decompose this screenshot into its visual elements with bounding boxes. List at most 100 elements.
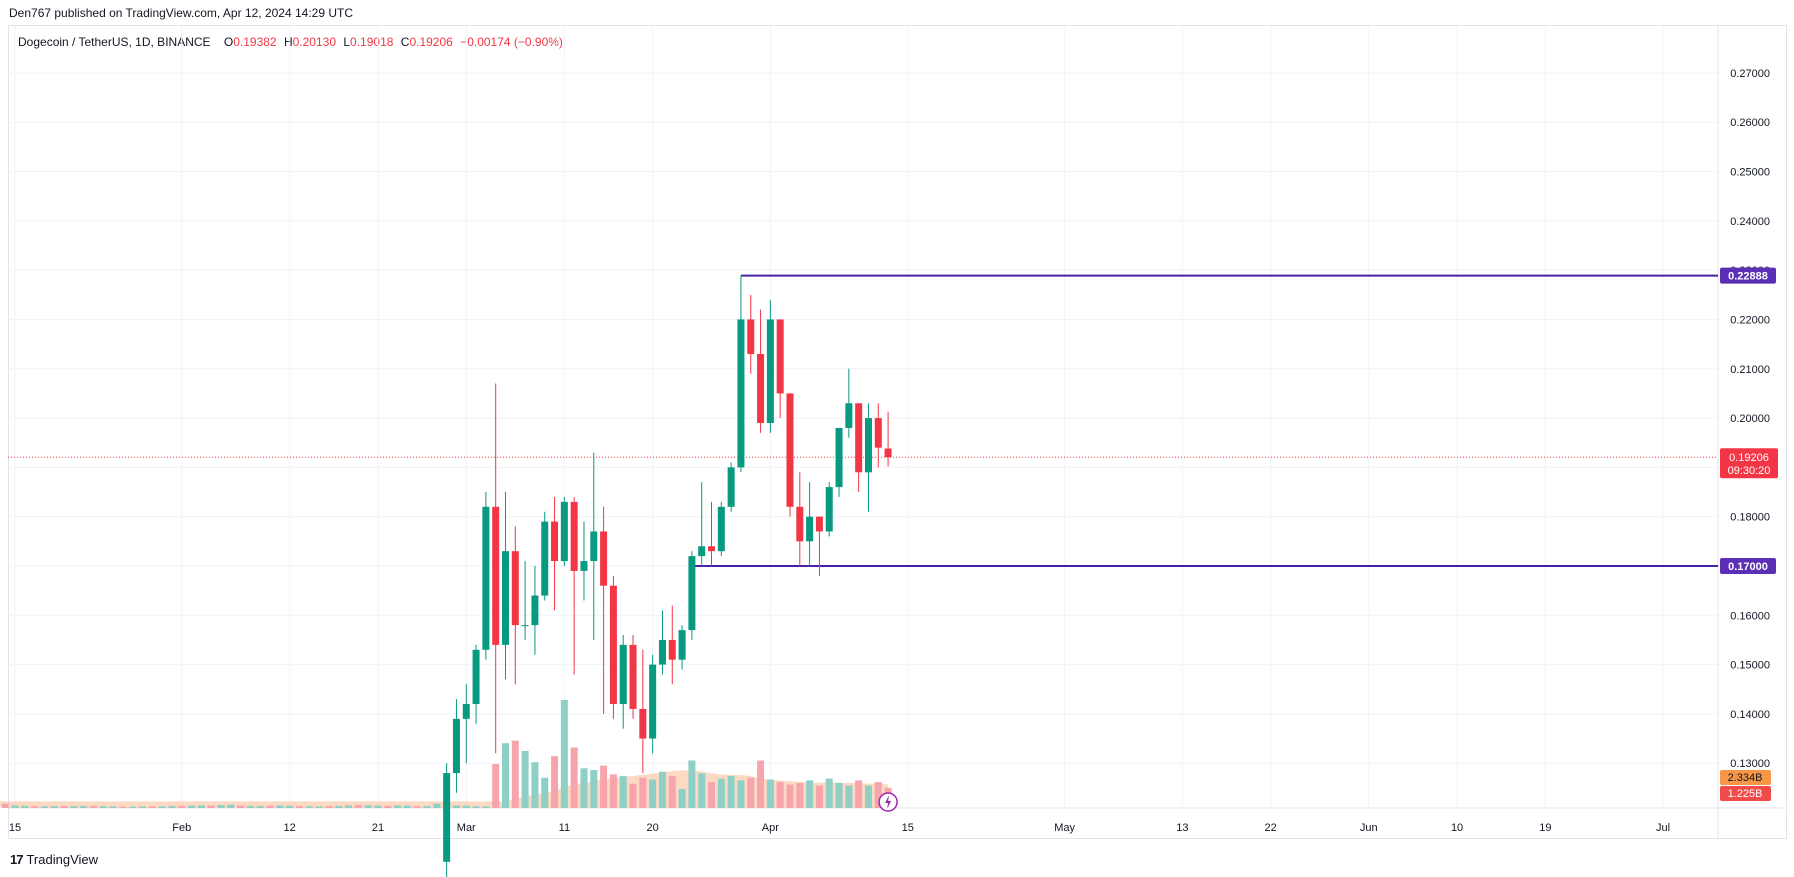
volume-bar <box>845 785 853 808</box>
volume-bar <box>286 805 294 808</box>
candle-body <box>472 649 480 705</box>
volume-bar <box>835 782 843 808</box>
y-tick-label: 0.27000 <box>1730 68 1770 80</box>
candle-body <box>874 418 882 448</box>
candle-body <box>443 773 451 862</box>
volume-bar <box>580 768 588 808</box>
volume-bar <box>825 778 833 808</box>
candle-body <box>541 521 549 596</box>
volume-bar <box>717 778 725 808</box>
volume-bar <box>158 806 166 808</box>
y-tick-label: 0.22000 <box>1730 314 1770 326</box>
x-tick-label: 19 <box>1539 822 1551 834</box>
candle-body <box>600 531 608 586</box>
candle-body <box>884 448 892 458</box>
x-tick-label: May <box>1054 822 1075 834</box>
volume-bar <box>433 803 441 808</box>
candle-body <box>845 403 853 428</box>
volume-bar <box>374 805 382 808</box>
candle-body <box>649 664 657 739</box>
x-tick-label: Feb <box>172 822 191 834</box>
tradingview-logo-icon[interactable]: 17 <box>10 852 24 867</box>
volume-bar <box>11 805 19 808</box>
volume-ma-area <box>0 770 889 808</box>
candle-body <box>717 506 725 552</box>
volume-bar <box>639 777 647 808</box>
x-tick-label: 22 <box>1265 822 1277 834</box>
candle-body <box>639 708 647 739</box>
candle-body <box>492 506 500 645</box>
volume-bar <box>629 783 637 808</box>
candle-body <box>511 551 519 626</box>
candle-body <box>590 531 598 562</box>
symbol-title[interactable]: Dogecoin / TetherUS, 1D, BINANCE <box>18 35 211 49</box>
volume-bar <box>482 806 490 808</box>
volume-bar <box>188 805 196 808</box>
x-tick-label: 15 <box>9 822 21 834</box>
candle-body <box>727 467 735 507</box>
volume-bar <box>492 763 500 808</box>
y-tick-label: 0.16000 <box>1730 610 1770 622</box>
volume-bar <box>31 806 39 808</box>
open-label: O <box>223 35 234 49</box>
volume-bar <box>462 805 470 808</box>
tradingview-brand[interactable]: TradingView <box>26 852 99 867</box>
candle-body <box>658 639 666 665</box>
y-tick-label: 0.14000 <box>1730 709 1770 721</box>
volume-ma-label-bg <box>1720 770 1771 785</box>
y-tick-label: 0.20000 <box>1730 413 1770 425</box>
x-tick-label: Apr <box>762 822 779 834</box>
candle-body <box>462 704 470 719</box>
volume-bar <box>737 780 745 808</box>
volume-bar <box>325 806 333 808</box>
volume-bar <box>521 750 529 808</box>
volume-bar <box>688 760 696 808</box>
change-value: −0.00174 (−0.90%) <box>460 35 563 49</box>
candle-body <box>580 561 588 571</box>
y-tick-label: 0.15000 <box>1730 660 1770 672</box>
volume-bar <box>815 785 823 808</box>
candle-body <box>570 501 578 571</box>
volume-bar <box>364 805 372 808</box>
y-tick-label: 0.21000 <box>1730 364 1770 376</box>
volume-bar <box>757 760 765 808</box>
volume-bar <box>678 788 686 808</box>
candle-body <box>835 427 843 488</box>
level-label-bg <box>1720 557 1776 574</box>
y-tick-label: 0.18000 <box>1730 512 1770 524</box>
candle-body <box>776 319 784 394</box>
candle-body <box>864 418 872 473</box>
y-tick-label: 0.13000 <box>1730 758 1770 770</box>
volume-bar <box>139 806 147 808</box>
volume-bar <box>452 805 460 808</box>
publish-info: Den767 published on TradingView.com, Apr… <box>9 6 354 20</box>
volume-bar <box>609 774 617 808</box>
volume-bar <box>168 806 176 808</box>
volume-bar <box>89 805 97 808</box>
volume-bar <box>619 776 627 808</box>
volume-bar <box>600 765 608 808</box>
candle-body <box>629 644 637 709</box>
candle-body <box>609 585 617 705</box>
level-label: 0.22888 <box>1728 271 1768 283</box>
x-tick-label: 20 <box>647 822 659 834</box>
volume-bar <box>747 777 755 808</box>
volume-bar <box>50 806 58 808</box>
volume-bar <box>99 806 107 808</box>
volume-bar <box>806 780 814 808</box>
volume-bar <box>21 805 29 808</box>
candle-body <box>855 403 863 473</box>
volume-bar <box>796 782 804 808</box>
candle-body <box>737 319 745 468</box>
volume-bar <box>60 805 68 808</box>
volume-bar <box>531 762 539 808</box>
y-tick-label: 0.25000 <box>1730 167 1770 179</box>
candle-body <box>452 718 460 774</box>
volume-bar <box>237 805 245 808</box>
footer: 17 TradingView <box>10 852 98 867</box>
volume-bar <box>502 743 509 808</box>
countdown-label: 09:30:20 <box>1728 465 1771 477</box>
candle-body <box>560 501 568 562</box>
candle-body <box>815 516 823 532</box>
